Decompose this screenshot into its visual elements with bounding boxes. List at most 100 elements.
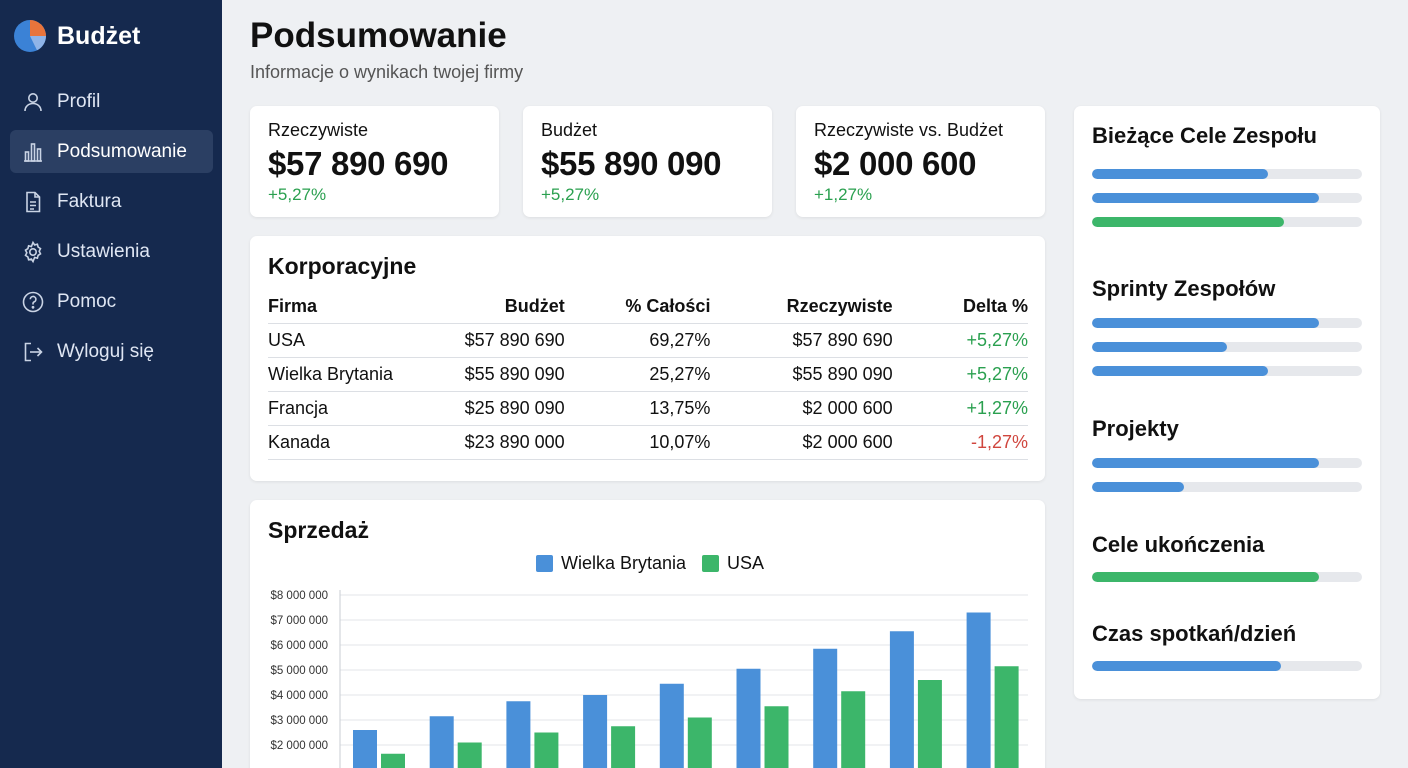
column-header-delta[interactable]: Delta % — [892, 290, 1028, 324]
cell-actual: $2 000 600 — [710, 391, 893, 426]
chart-bar — [583, 695, 608, 768]
progress-bar — [1092, 342, 1362, 352]
cell-company: Kanada — [268, 425, 425, 460]
app-logo[interactable]: Budżet — [13, 19, 140, 53]
bar-chart-icon — [20, 139, 46, 165]
table-row[interactable]: Kanada $23 890 000 10,07% $2 000 600 -1,… — [268, 425, 1028, 460]
kpi-delta: +5,27% — [268, 185, 327, 204]
progress-bar — [1092, 366, 1362, 376]
sales-chart: $2 000 000 $3 000 000 $4 000 000 $5 000 000… — [270, 590, 1028, 768]
cell-company: Francja — [268, 391, 425, 426]
legend-swatch — [536, 555, 553, 572]
chart-bar — [917, 680, 942, 768]
progress-bar — [1092, 193, 1362, 203]
sidebar-item-label: Wyloguj się — [57, 340, 154, 362]
progress-fill — [1092, 366, 1268, 376]
y-tick-label: $8 000 000 — [270, 590, 328, 602]
cell-share: 25,27% — [564, 357, 711, 392]
chart-bar — [381, 753, 405, 768]
table-row[interactable]: Wielka Brytania $55 890 090 25,27% $55 8… — [268, 357, 1028, 392]
sidebar-item-ustawienia[interactable]: Ustawienia — [10, 230, 213, 273]
progress-fill — [1092, 458, 1319, 468]
cell-company: USA — [268, 323, 425, 358]
sidebar-item-pomoc[interactable]: Pomoc — [10, 280, 213, 323]
kpi-label: Budżet — [541, 120, 598, 140]
progress-bar — [1092, 482, 1362, 492]
chart-bar — [611, 726, 636, 768]
cell-company: Wielka Brytania — [268, 357, 425, 392]
y-tick-label: $5 000 000 — [270, 665, 328, 677]
app-name: Budżet — [57, 21, 141, 50]
help-icon — [20, 289, 46, 315]
chart-bar — [659, 683, 684, 768]
chart-bar — [736, 668, 761, 768]
cell-actual: $2 000 600 — [710, 425, 893, 460]
progress-bar — [1092, 169, 1362, 179]
cell-budget: $23 890 000 — [424, 425, 565, 460]
corporate-title: Korporacyjne — [268, 253, 417, 279]
legend-item-usa[interactable]: USA — [702, 553, 764, 574]
cell-budget: $25 890 090 — [424, 391, 565, 426]
gear-icon — [20, 239, 46, 265]
sidebar-item-wyloguj[interactable]: Wyloguj się — [10, 330, 213, 373]
legend-swatch — [702, 555, 720, 572]
legend-label: USA — [727, 553, 765, 573]
kpi-delta: +5,27% — [541, 185, 600, 204]
chart-bar — [764, 706, 789, 768]
user-icon — [20, 89, 46, 115]
goal-section-title: Cele ukończenia — [1092, 532, 1265, 557]
progress-fill — [1092, 572, 1319, 582]
column-header-procent-calosci[interactable]: % Całości — [564, 290, 711, 324]
progress-bar — [1092, 661, 1362, 671]
cell-share: 10,07% — [564, 425, 711, 460]
kpi-card-budget: Budżet $55 890 090 +5,27% — [523, 106, 772, 217]
cell-actual: $55 890 090 — [710, 357, 893, 392]
cell-delta: +5,27% — [892, 323, 1028, 358]
progress-fill — [1092, 193, 1319, 203]
kpi-label: Rzeczywiste vs. Budżet — [814, 120, 1004, 140]
cell-share: 69,27% — [564, 323, 711, 358]
column-header-budzet[interactable]: Budżet — [424, 290, 565, 324]
sidebar-item-podsumowanie[interactable]: Podsumowanie — [10, 130, 213, 173]
chart-legend: Wielka Brytania USA — [536, 553, 780, 574]
chart-bar — [889, 631, 914, 768]
progress-bar — [1092, 458, 1362, 468]
sales-chart-card: $2 000 000 $3 000 000 $4 000 000 $5 000 000… — [250, 500, 1045, 768]
chart-bar — [841, 691, 866, 768]
table-header-row: Firma Budżet % Całości Rzeczywiste Delta… — [268, 290, 1028, 324]
corporate-table: Firma Budżet % Całości Rzeczywiste Delta… — [268, 290, 1028, 460]
kpi-card-actual-vs-budget: Rzeczywiste vs. Budżet $2 000 600 +1,27% — [796, 106, 1045, 217]
column-header-rzeczywiste[interactable]: Rzeczywiste — [710, 290, 893, 324]
legend-label: Wielka Brytania — [561, 553, 687, 573]
y-tick-label: $6 000 000 — [270, 640, 328, 652]
table-row[interactable]: USA $57 890 690 69,27% $57 890 690 +5,27… — [268, 323, 1028, 358]
progress-bar — [1092, 318, 1362, 328]
cell-delta: +1,27% — [892, 391, 1028, 426]
cell-budget: $55 890 090 — [424, 357, 565, 392]
goal-section-title: Sprinty Zespołów — [1092, 276, 1276, 301]
sidebar-item-label: Pomoc — [57, 290, 117, 312]
logout-icon — [20, 339, 46, 365]
y-tick-label: $3 000 000 — [270, 715, 328, 727]
legend-item-uk[interactable]: Wielka Brytania — [536, 553, 686, 574]
y-tick-label: $2 000 000 — [270, 740, 328, 752]
document-icon — [20, 189, 46, 215]
sidebar-item-faktura[interactable]: Faktura — [10, 180, 213, 223]
progress-fill — [1092, 318, 1319, 328]
progress-fill — [1092, 661, 1281, 671]
pie-chart-logo-icon — [14, 20, 46, 52]
goal-section-title: Projekty — [1092, 416, 1179, 441]
corporate-table-card: Korporacyjne Firma Budżet % Całości Rzec… — [250, 236, 1045, 481]
kpi-delta: +1,27% — [814, 185, 873, 204]
column-header-firma[interactable]: Firma — [268, 290, 425, 324]
progress-fill — [1092, 217, 1284, 227]
table-row[interactable]: Francja $25 890 090 13,75% $2 000 600 +1… — [268, 391, 1028, 426]
progress-fill — [1092, 169, 1268, 179]
progress-fill — [1092, 482, 1184, 492]
cell-actual: $57 890 690 — [710, 323, 893, 358]
sidebar-item-profil[interactable]: Profil — [10, 80, 213, 123]
page-title: Podsumowanie — [250, 16, 507, 55]
chart-bar — [966, 612, 991, 768]
chart-bar — [506, 701, 531, 768]
kpi-label: Rzeczywiste — [268, 120, 369, 140]
